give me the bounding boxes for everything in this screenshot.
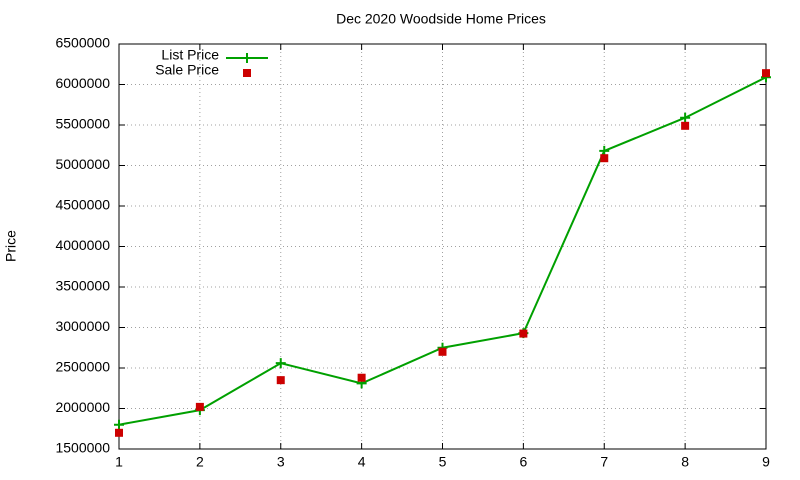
y-tick-label: 4500000 xyxy=(55,197,110,213)
x-tick-label: 5 xyxy=(439,454,447,470)
x-tick-label: 8 xyxy=(681,454,689,470)
y-tick-label: 6500000 xyxy=(55,35,110,51)
y-tick-label: 1500000 xyxy=(55,440,110,456)
y-tick-label: 3000000 xyxy=(55,318,110,334)
y-tick-label: 2500000 xyxy=(55,359,110,375)
x-tick-label: 7 xyxy=(600,454,608,470)
chart-title: Dec 2020 Woodside Home Prices xyxy=(336,11,546,27)
data-point xyxy=(680,112,691,123)
data-point xyxy=(115,428,123,437)
legend-label: Sale Price xyxy=(155,62,219,78)
x-tick-label: 6 xyxy=(519,454,527,470)
data-point xyxy=(357,373,366,382)
y-axis-label: Price xyxy=(3,230,19,262)
data-point xyxy=(438,347,447,356)
y-tick-label: 2000000 xyxy=(55,399,110,415)
data-point xyxy=(600,154,609,163)
y-tick-label: 3500000 xyxy=(55,278,110,294)
legend-label: List Price xyxy=(161,47,219,63)
y-tick-label: 6000000 xyxy=(55,75,110,91)
data-point xyxy=(195,402,204,411)
x-tick-label: 3 xyxy=(277,454,285,470)
x-tick-label: 2 xyxy=(196,454,204,470)
x-tick-label: 9 xyxy=(762,454,770,470)
legend-swatch xyxy=(243,69,251,77)
x-tick-label: 4 xyxy=(358,454,366,470)
plot-border xyxy=(118,43,767,450)
data-point xyxy=(275,358,286,369)
data-point xyxy=(519,329,528,338)
y-tick-label: 5500000 xyxy=(55,116,110,132)
data-point xyxy=(276,376,285,385)
y-tick-label: 5000000 xyxy=(55,156,110,172)
legend-swatch xyxy=(242,53,252,63)
x-tick-label: 1 xyxy=(115,454,123,470)
data-point xyxy=(681,121,690,130)
y-tick-label: 4000000 xyxy=(55,237,110,253)
data-point xyxy=(114,419,124,430)
data-point xyxy=(762,69,770,78)
